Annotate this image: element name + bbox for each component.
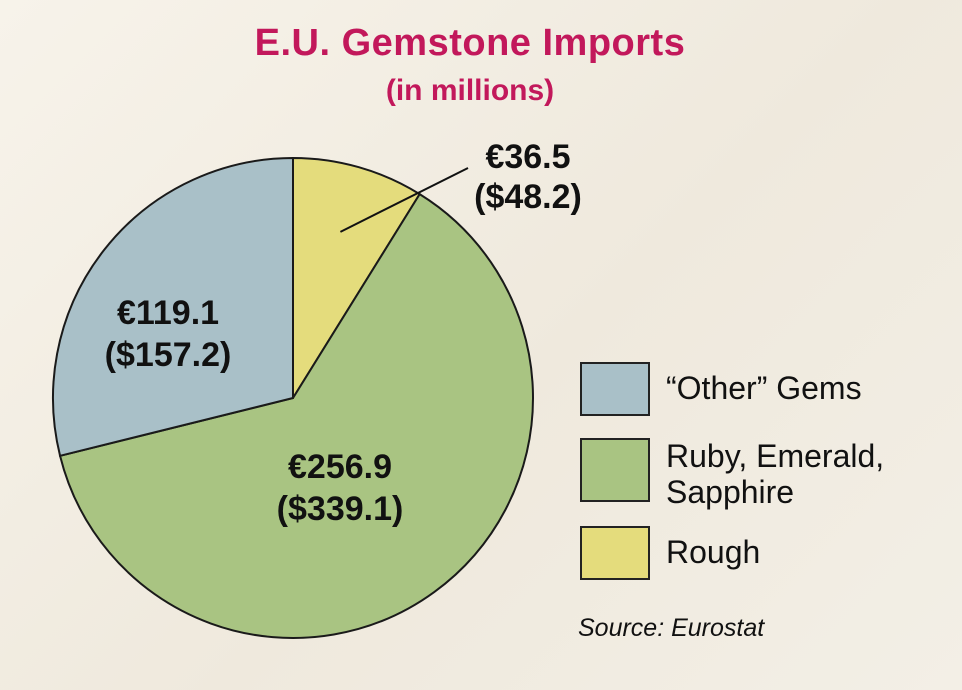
chart-title: E.U. Gemstone Imports [254,22,686,64]
legend-swatch-rough [580,526,650,580]
legend-item-rough: Rough [580,526,760,580]
source-note: Source: Eurostat [578,614,765,642]
pie-label-dollar-rough: ($48.2) [474,178,582,216]
pie-label-dollar-ruby-emerald-sapphire: ($339.1) [277,490,404,528]
pie-label-euro-ruby-emerald-sapphire: €256.9 [288,448,392,486]
legend-swatch-ruby-emerald-sapphire [580,438,650,502]
pie-slice-ruby-emerald-sapphire [58,192,534,639]
legend-label-ruby-emerald-sapphire: Ruby, Emerald, Sapphire [666,438,884,510]
legend-item-other-gems: “Other” Gems [580,362,862,416]
pie-slice-rough [292,156,422,402]
pie-label-euro-rough: €36.5 [485,138,570,176]
legend-item-ruby-emerald-sapphire: Ruby, Emerald, Sapphire [580,438,884,510]
pie-labels: €36.5($48.2) €256.9 ($339.1) €119.1 ($157.2) [105,138,582,528]
chart-subtitle: (in millions) [385,74,555,107]
pie-label-euro-other-gems: €119.1 [117,294,219,332]
legend-label-line-1: Ruby, Emerald, [666,438,885,474]
legend-label-other-gems: “Other” Gems [666,370,862,406]
pie-slice-other-gems [52,156,294,458]
legend-swatch-other-gems [580,362,650,416]
pie-label-dollar-other-gems: ($157.2) [105,336,232,374]
legend-label-line-2: Sapphire [666,474,795,510]
rough-leader-line [339,167,469,233]
legend-label-rough: Rough [666,534,761,570]
pie-slices [52,156,534,639]
